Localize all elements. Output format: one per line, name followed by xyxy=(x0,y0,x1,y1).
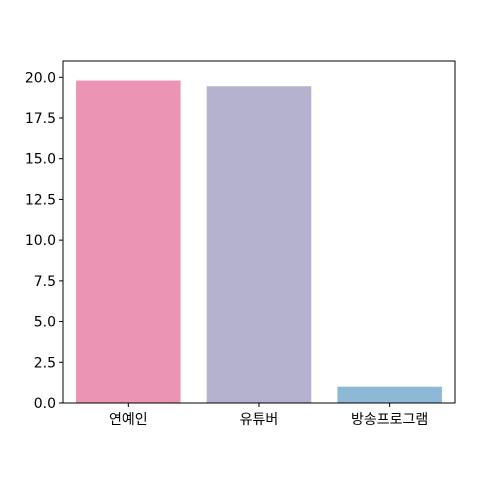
y-tick-label: 17.5 xyxy=(25,111,56,127)
x-category-label: 연예인 xyxy=(109,412,148,428)
y-tick-label: 0.0 xyxy=(34,396,56,412)
bar-3 xyxy=(337,386,442,403)
y-tick-label: 7.5 xyxy=(34,274,56,290)
bar-1 xyxy=(76,80,181,404)
x-category-label: 방송프로그램 xyxy=(351,412,428,428)
x-category-label: 유튜버 xyxy=(240,412,279,428)
x-axis: 연예인 유튜버 방송프로그램 xyxy=(109,403,428,428)
y-tick-label: 10.0 xyxy=(25,233,56,249)
y-tick-label: 5.0 xyxy=(34,315,56,331)
y-axis: 0.0 2.5 5.0 7.5 10.0 12.5 15.0 17.5 20.0 xyxy=(25,70,63,412)
y-tick-label: 12.5 xyxy=(25,192,56,208)
y-tick-label: 20.0 xyxy=(25,70,56,86)
plot-frame xyxy=(62,60,456,404)
bars-group xyxy=(76,80,442,404)
y-tick-label: 15.0 xyxy=(25,152,56,168)
bar-2 xyxy=(206,86,312,403)
y-tick-label: 2.5 xyxy=(34,355,56,371)
